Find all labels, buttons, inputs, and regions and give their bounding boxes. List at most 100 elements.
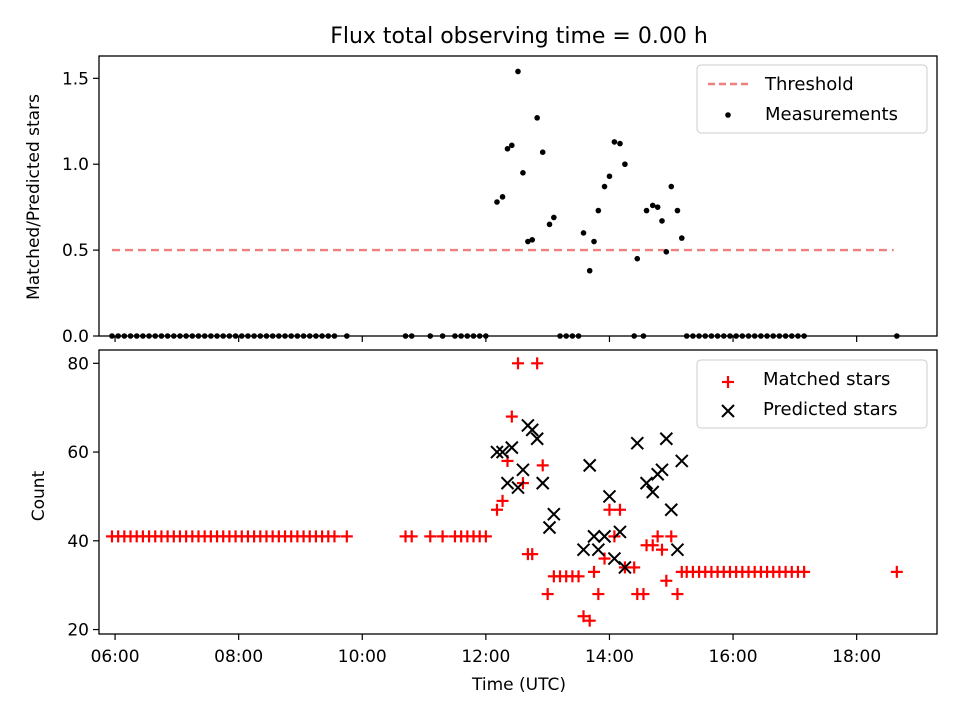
measurement-point	[520, 170, 526, 176]
predicted-star-point	[511, 480, 525, 495]
predicted-star-point	[630, 436, 644, 450]
measurement-point	[127, 333, 134, 339]
bottom-y-tick-label: 80	[67, 354, 89, 374]
matched-star-point	[405, 530, 418, 543]
measurement-point	[617, 140, 623, 147]
measurement-point	[133, 333, 140, 339]
bottom-y-axis-label: Count	[29, 470, 49, 521]
bottom-plot-frame	[98, 349, 938, 635]
matched-star-point	[646, 539, 659, 552]
measurement-point	[745, 333, 752, 339]
bottom-x-tick-label: 12:00	[461, 647, 510, 667]
bottom-x-tick-label: 14:00	[585, 647, 634, 667]
predicted-star-point	[525, 423, 539, 437]
predicted-star-point	[530, 432, 544, 446]
bottom-y-tick-label: 20	[67, 621, 89, 641]
matched-star-point	[541, 588, 554, 601]
predicted-star-point	[495, 445, 510, 459]
matched-star-point	[536, 459, 549, 472]
matched-star-point	[655, 543, 668, 556]
measurement-point	[220, 333, 227, 339]
measurement-point	[575, 333, 582, 339]
measurement-point	[696, 333, 702, 339]
measurement-point	[539, 149, 546, 155]
measurement-point	[580, 230, 587, 236]
measurement-point	[499, 194, 506, 200]
measurement-point	[140, 333, 146, 339]
top-plot-frame	[98, 55, 938, 337]
legend-threshold-label: Threshold	[764, 74, 854, 95]
measurement-point	[509, 142, 515, 149]
bottom-y-tick-label: 60	[67, 443, 89, 463]
measurement-point	[282, 333, 288, 339]
measurement-point	[208, 333, 214, 339]
measurement-point	[195, 333, 202, 339]
measurement-point	[782, 333, 789, 339]
measurement-point	[238, 333, 245, 339]
measurement-point	[344, 333, 350, 339]
matched-star-point	[603, 503, 616, 516]
predicted-star-point	[597, 529, 612, 544]
measurement-point	[591, 238, 597, 245]
measurement-point	[476, 333, 483, 339]
measurement-point	[402, 333, 409, 339]
measurement-point	[494, 199, 500, 205]
measurement-point	[551, 214, 557, 221]
measurement-point	[201, 333, 208, 339]
top-y-tick-label: 0.0	[62, 327, 89, 347]
measurement-point	[427, 333, 434, 339]
measurement-point	[751, 333, 758, 339]
matched-star-point	[512, 357, 524, 370]
top-y-tick-label: 0.5	[62, 241, 89, 261]
matched-star-point	[613, 503, 626, 516]
measurement-point	[634, 255, 641, 262]
measurement-point	[764, 333, 770, 339]
measurement-point	[546, 221, 553, 228]
measurement-point	[306, 333, 313, 339]
measurement-point	[263, 333, 270, 339]
predicted-star-point	[639, 476, 654, 490]
legend-matched-label: Matched stars	[763, 369, 890, 390]
predicted-star-point	[607, 551, 622, 566]
measurement-point	[226, 333, 233, 339]
measurement-point	[115, 333, 121, 339]
measurement-point	[690, 333, 696, 339]
predicted-star-point	[542, 520, 557, 535]
matched-star-point	[660, 574, 673, 587]
predicted-star-point	[618, 560, 632, 575]
measurement-point	[795, 333, 801, 339]
measurement-point	[776, 333, 783, 339]
measurement-point	[714, 333, 721, 339]
measurement-point	[586, 267, 593, 274]
predicted-star-point	[505, 440, 519, 455]
measurement-point	[788, 333, 795, 339]
bottom-legend-box	[696, 359, 928, 429]
measurement-point	[245, 333, 251, 339]
measurement-point	[325, 333, 332, 339]
bottom-x-ticks: 06:00 08:00 10:00 12:00 14:00 16:00 18:00	[91, 634, 881, 667]
measurement-point	[276, 333, 282, 339]
measurement-point	[525, 238, 531, 245]
measurement-point	[601, 183, 608, 190]
measurement-point	[109, 333, 115, 339]
measurement-point	[470, 333, 477, 339]
measurement-point	[563, 333, 570, 339]
bottom-x-axis-label: Time (UTC)	[471, 675, 566, 695]
measurement-point	[439, 333, 446, 339]
matched-star-point	[526, 548, 539, 561]
predicted-star-point	[602, 489, 617, 504]
measurement-point	[770, 333, 777, 339]
top-legend: Threshold Measurements	[696, 64, 928, 134]
measurement-point	[727, 333, 733, 339]
bottom-x-tick-label: 16:00	[709, 647, 758, 667]
predicted-star-point	[675, 454, 689, 468]
measurement-point	[232, 333, 239, 339]
predicted-star-point	[664, 503, 678, 517]
matched-star-point	[572, 570, 585, 583]
measurement-point	[452, 333, 458, 339]
matched-star-point	[424, 530, 437, 543]
measurement-point	[464, 333, 471, 339]
matched-star-point	[577, 610, 590, 623]
measurement-point	[164, 333, 171, 339]
